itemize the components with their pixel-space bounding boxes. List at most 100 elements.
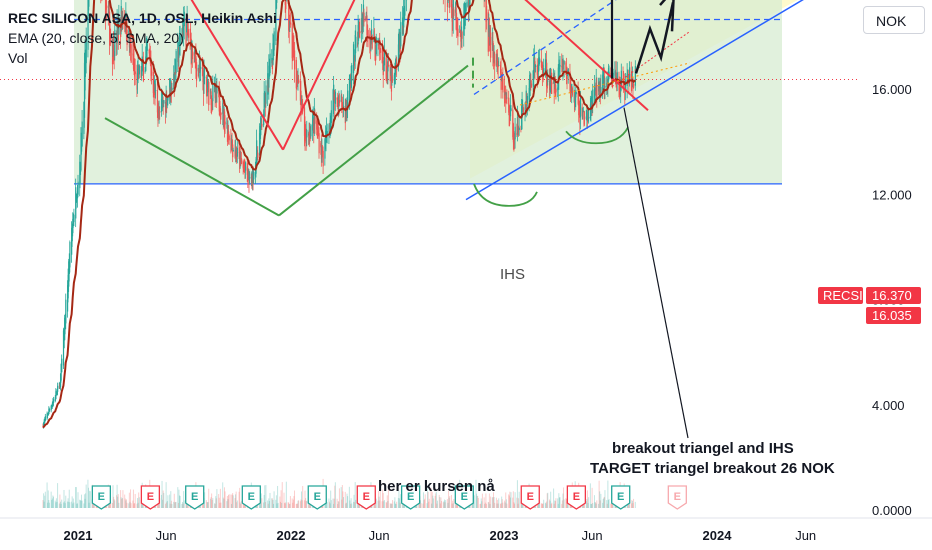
earnings-event-icon[interactable] [520, 485, 540, 510]
candle-body [387, 65, 390, 67]
volume-bar [554, 501, 556, 508]
earnings-event-icon[interactable] [566, 485, 587, 510]
candle-body [195, 62, 198, 81]
volume-bar [493, 496, 495, 508]
volume-bar [448, 497, 450, 508]
volume-bar [452, 500, 454, 508]
volume-bar [125, 500, 127, 508]
volume-bar [514, 503, 516, 508]
earnings-event-letter[interactable]: E [617, 491, 624, 503]
candle-body [330, 110, 332, 123]
volume-bar [287, 502, 289, 508]
volume-bar [559, 497, 561, 508]
volume-bar [562, 493, 564, 508]
volume-bar [296, 503, 298, 508]
candle-body [256, 152, 258, 154]
volume-bar [113, 496, 115, 508]
earnings-event-icon[interactable] [140, 485, 161, 510]
candle-body [322, 150, 324, 167]
volume-bar [610, 503, 612, 508]
candle-body [160, 98, 163, 112]
volume-bar [545, 503, 547, 508]
volume-bar [587, 503, 589, 508]
time-axis[interactable]: 2021 Jun 2022 Jun 2023 Jun 2024 Jun [0, 517, 932, 543]
legend-title[interactable]: REC SILICON ASA, 1D, OSL, Heikin Ashi [8, 10, 277, 26]
volume-bar [516, 480, 518, 508]
volume-bar [42, 500, 44, 508]
earnings-event-icon[interactable] [356, 485, 376, 510]
candle-body [295, 59, 297, 89]
candle-body [401, 17, 404, 35]
earnings-event-letter[interactable]: E [407, 491, 414, 503]
earnings-event-icon[interactable] [667, 485, 687, 510]
volume-bar [341, 485, 343, 508]
volume-bar [606, 503, 608, 508]
candle-body [357, 42, 359, 47]
earnings-event-letter[interactable]: E [314, 491, 321, 503]
volume-bar [65, 495, 67, 508]
volume-bar [553, 503, 555, 508]
volume-bar [304, 490, 306, 508]
earnings-event-icon[interactable] [185, 485, 205, 510]
volume-bar [80, 500, 82, 508]
volume-bar [264, 485, 266, 508]
volume-bar [480, 498, 482, 508]
earnings-event-letter[interactable]: E [674, 491, 681, 503]
candle-body [383, 50, 386, 66]
candle-body [526, 95, 529, 104]
volume-bar [352, 501, 354, 508]
volume-bar [598, 480, 600, 508]
volume-bar [50, 491, 52, 508]
volume-bar [628, 501, 630, 508]
candle-body [155, 90, 157, 91]
earnings-event-icon[interactable] [241, 485, 261, 510]
volume-bar [134, 493, 136, 508]
volume-bar [260, 493, 262, 508]
volume-bar [492, 497, 494, 508]
legend-vol[interactable]: Vol [8, 50, 28, 66]
earnings-event-letter[interactable]: E [527, 491, 534, 503]
currency-button[interactable]: NOK [863, 6, 925, 34]
candle-body [187, 29, 189, 38]
earnings-event-icon[interactable] [91, 485, 111, 510]
volume-bar [330, 490, 332, 508]
earnings-event-icon[interactable] [611, 485, 631, 510]
price-axis[interactable]: 0.00004.0008.00012.00016.00020.00024.000… [860, 0, 932, 550]
candle-body [379, 48, 381, 53]
volume-bar [134, 503, 136, 508]
earnings-event-letter[interactable]: E [363, 491, 370, 503]
candle-body [542, 65, 544, 75]
neckline-left [104, 117, 280, 217]
candle-body [518, 128, 520, 132]
candle-body [114, 29, 116, 57]
volume-bar [383, 500, 385, 508]
earnings-event-icon[interactable] [400, 485, 421, 510]
volume-bar [389, 503, 391, 508]
volume-bar [72, 498, 74, 508]
earnings-event-letter[interactable]: E [461, 491, 468, 503]
volume-bar [261, 498, 263, 508]
volume-bar [439, 503, 441, 508]
earnings-event-icon[interactable] [307, 485, 327, 510]
candle-body [554, 83, 557, 94]
volume-bar [593, 495, 595, 508]
volume-bar [305, 501, 307, 508]
volume-bar [219, 502, 221, 508]
candle-body [491, 36, 494, 46]
legend-ema[interactable]: EMA (20, close, 5, SMA, 20) [8, 30, 184, 46]
volume-bar [275, 499, 277, 508]
candle-body [485, 5, 488, 19]
ihs-shoulder-arc [565, 126, 629, 145]
volume-bar [480, 503, 482, 508]
earnings-event-letter[interactable]: E [191, 491, 198, 503]
earnings-event-icon[interactable] [454, 485, 474, 510]
candle-body [80, 132, 82, 171]
earnings-event-letter[interactable]: E [248, 491, 255, 503]
volume-bar [549, 499, 551, 508]
volume-bar [69, 502, 71, 508]
earnings-event-letter[interactable]: E [147, 491, 154, 503]
earnings-event-letter[interactable]: E [98, 491, 105, 503]
earnings-event-letter[interactable]: E [573, 491, 580, 503]
